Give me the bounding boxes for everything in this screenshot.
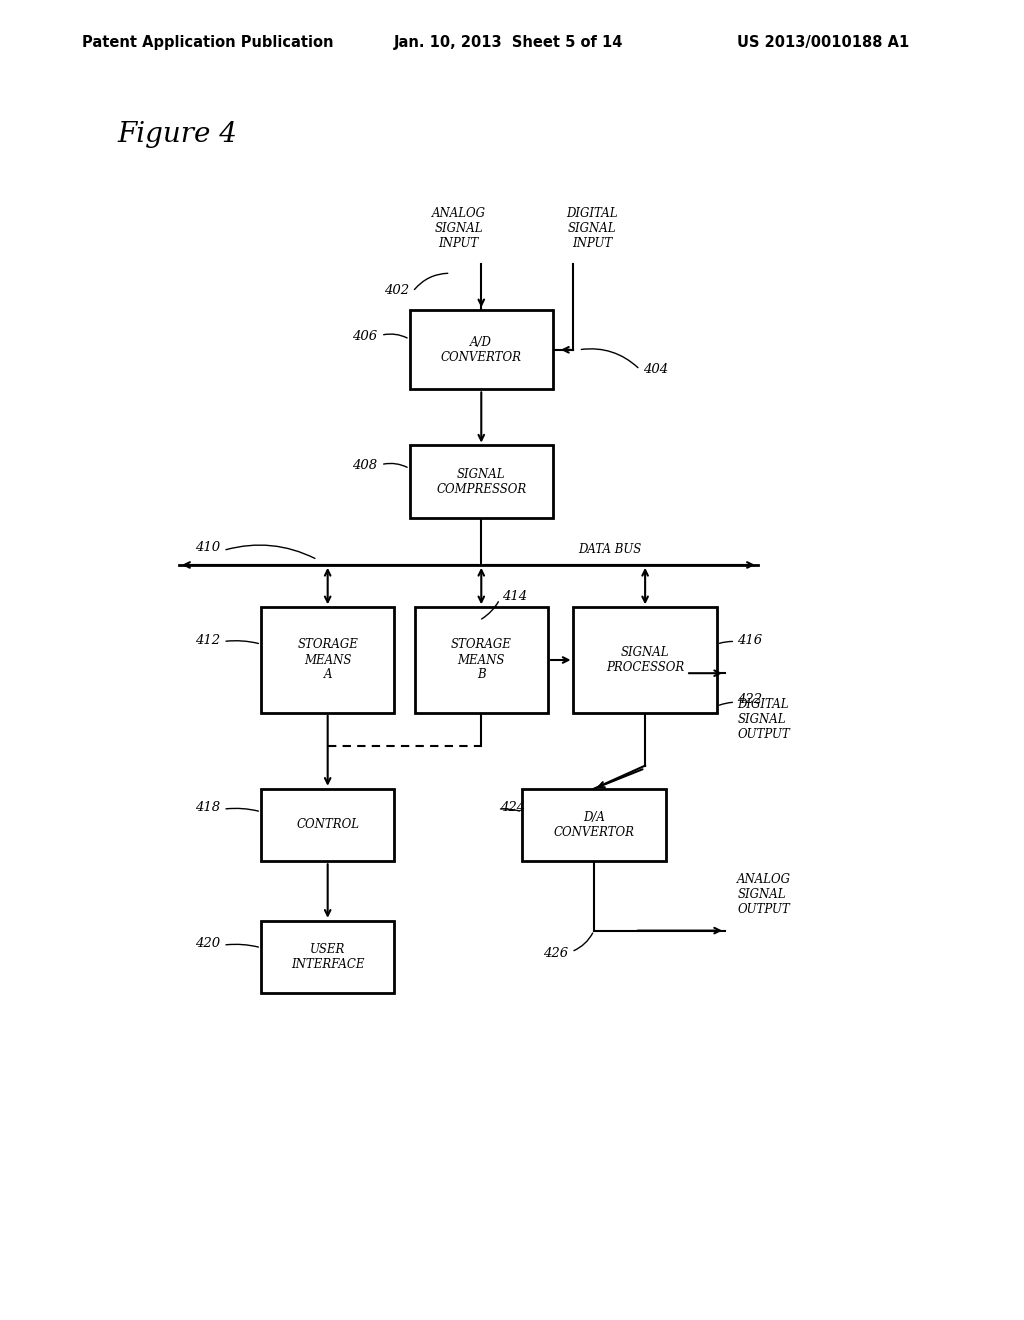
- Text: 406: 406: [351, 330, 377, 343]
- Text: DIGITAL
SIGNAL
INPUT: DIGITAL SIGNAL INPUT: [566, 207, 617, 249]
- Text: USER
INTERFACE: USER INTERFACE: [291, 942, 365, 972]
- Bar: [410, 445, 553, 517]
- Text: ANALOG
SIGNAL
INPUT: ANALOG SIGNAL INPUT: [432, 207, 485, 249]
- Text: STORAGE
MEANS
B: STORAGE MEANS B: [451, 639, 512, 681]
- Text: DATA BUS: DATA BUS: [579, 543, 642, 556]
- Text: D/A
CONVERTOR: D/A CONVERTOR: [553, 810, 635, 840]
- Text: ANALOG
SIGNAL
OUTPUT: ANALOG SIGNAL OUTPUT: [737, 874, 792, 916]
- Text: 402: 402: [384, 284, 410, 297]
- Text: 420: 420: [195, 937, 220, 950]
- Bar: [261, 607, 394, 713]
- Text: US 2013/0010188 A1: US 2013/0010188 A1: [737, 34, 909, 50]
- Text: DIGITAL
SIGNAL
OUTPUT: DIGITAL SIGNAL OUTPUT: [737, 698, 791, 741]
- Text: A/D
CONVERTOR: A/D CONVERTOR: [440, 335, 522, 364]
- Bar: [522, 789, 666, 862]
- Text: 416: 416: [737, 634, 763, 647]
- Text: Figure 4: Figure 4: [118, 121, 238, 148]
- Bar: [261, 921, 394, 993]
- Text: 408: 408: [351, 459, 377, 473]
- Text: SIGNAL
PROCESSOR: SIGNAL PROCESSOR: [606, 645, 684, 675]
- Text: SIGNAL
COMPRESSOR: SIGNAL COMPRESSOR: [436, 467, 526, 496]
- Text: 418: 418: [195, 801, 220, 814]
- Text: 422: 422: [737, 693, 763, 706]
- Bar: [410, 310, 553, 389]
- Text: 410: 410: [195, 541, 220, 554]
- Bar: [415, 607, 548, 713]
- Text: 426: 426: [543, 946, 568, 960]
- Text: Patent Application Publication: Patent Application Publication: [82, 34, 334, 50]
- Text: CONTROL: CONTROL: [296, 818, 359, 832]
- Text: 412: 412: [195, 634, 220, 647]
- Text: STORAGE
MEANS
A: STORAGE MEANS A: [297, 639, 358, 681]
- Text: 404: 404: [643, 363, 669, 376]
- Text: 424: 424: [500, 801, 525, 814]
- Bar: [261, 789, 394, 862]
- Text: Jan. 10, 2013  Sheet 5 of 14: Jan. 10, 2013 Sheet 5 of 14: [394, 34, 624, 50]
- Bar: [573, 607, 717, 713]
- Text: 414: 414: [502, 590, 527, 603]
